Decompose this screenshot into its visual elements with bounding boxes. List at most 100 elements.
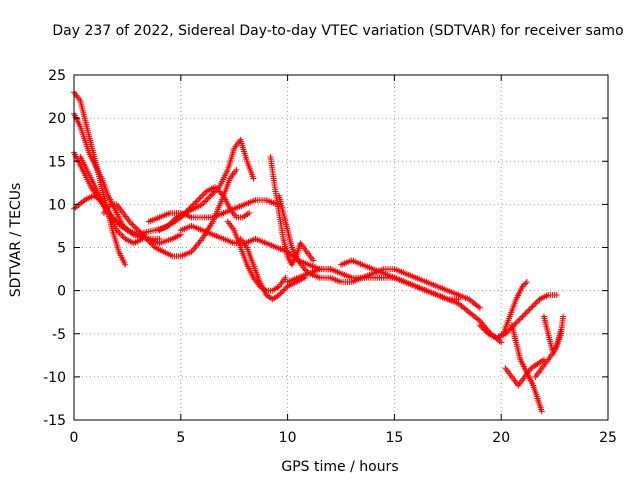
chart-title: Day 237 of 2022, Sidereal Day-to-day VTE… — [52, 23, 623, 39]
data-point — [164, 222, 171, 229]
data-point — [549, 348, 556, 354]
data-point — [213, 187, 220, 193]
data-point — [283, 284, 290, 291]
series-arc-17 — [338, 257, 462, 303]
data-point — [533, 299, 540, 306]
data-point — [194, 197, 201, 204]
data-point — [553, 291, 560, 298]
data-point — [512, 320, 519, 327]
data-point — [513, 319, 520, 326]
data-point — [519, 283, 526, 290]
data-point — [129, 221, 136, 228]
data-point — [310, 257, 317, 264]
x-tick-label: 5 — [176, 430, 185, 446]
x-tick-label: 20 — [492, 430, 510, 446]
axis-ticks: 0 5 10 15 20 25 -15 -10 -5 0 5 10 15 20 25 — [43, 68, 617, 446]
data-point — [122, 261, 129, 268]
data-point — [193, 198, 200, 205]
data-point — [282, 274, 289, 281]
data-point — [117, 231, 124, 238]
y-tick-label: -15 — [43, 413, 66, 429]
data-point — [525, 307, 532, 314]
y-tick-label: -5 — [52, 327, 66, 343]
data-point — [518, 314, 525, 321]
data-point — [281, 286, 288, 293]
data-point — [112, 217, 119, 224]
data-point — [143, 235, 150, 242]
y-axis-label: SDTVAR / TECUs — [8, 183, 24, 298]
data-point — [538, 408, 545, 415]
data-point — [455, 296, 462, 303]
data-point — [478, 323, 485, 330]
data-point — [206, 194, 213, 201]
data-point — [196, 195, 203, 202]
x-tick-label: 15 — [385, 430, 403, 446]
data-point — [558, 326, 565, 333]
data-point — [476, 304, 483, 311]
data-point — [115, 220, 122, 227]
data-point — [280, 287, 287, 294]
y-tick-label: -10 — [43, 370, 66, 386]
data-point — [133, 225, 140, 232]
x-tick-label: 25 — [599, 430, 617, 446]
data-point — [127, 220, 134, 227]
data-point — [528, 304, 535, 311]
data-point — [170, 217, 177, 224]
data-point — [150, 243, 157, 250]
data-point — [278, 289, 285, 296]
data-point — [217, 189, 224, 196]
x-tick-label: 10 — [279, 430, 297, 446]
data-point — [120, 234, 127, 241]
data-point — [166, 221, 173, 228]
data-point — [199, 201, 206, 208]
data-point — [203, 197, 210, 204]
grid — [74, 75, 608, 420]
data-point — [109, 214, 116, 221]
data-point — [207, 192, 214, 199]
data-point — [529, 303, 536, 310]
data-point — [246, 210, 253, 216]
data-point — [197, 194, 204, 201]
series-arc-20 — [508, 322, 545, 415]
data-point — [199, 192, 206, 199]
data-point — [209, 191, 216, 198]
data-point — [516, 316, 523, 323]
data-point — [552, 345, 559, 352]
data-point — [522, 280, 529, 287]
data-point — [522, 310, 529, 317]
data-point — [172, 215, 179, 222]
data-point — [132, 224, 139, 231]
data-point — [481, 326, 488, 333]
data-point — [535, 297, 542, 304]
series-arc-21 — [502, 356, 547, 389]
series-arc-4 — [71, 192, 146, 247]
data-point — [483, 329, 490, 336]
data-point — [523, 309, 530, 316]
data-point — [214, 185, 221, 192]
data-point — [200, 199, 207, 206]
data-point — [113, 218, 120, 225]
data-point — [233, 166, 240, 173]
data-point — [146, 238, 153, 245]
data-point — [515, 317, 522, 324]
data-point — [301, 266, 308, 273]
data-point — [520, 281, 527, 288]
series-arc-23 — [540, 313, 565, 354]
data-point — [482, 327, 489, 334]
data-point — [523, 279, 530, 285]
series-arc-19 — [487, 279, 530, 342]
x-tick-label: 0 — [70, 430, 79, 446]
data-point — [147, 240, 154, 247]
data-point — [210, 189, 217, 196]
data-point — [115, 228, 122, 235]
series-arc-16 — [305, 266, 483, 311]
data-point — [116, 230, 123, 237]
data-point — [520, 312, 527, 319]
data-point — [303, 267, 310, 274]
series-arc-8 — [156, 136, 257, 234]
data-point — [149, 241, 156, 248]
data-point — [113, 227, 120, 234]
series-arc-6 — [100, 166, 240, 260]
data-point — [560, 313, 567, 320]
data-point — [550, 346, 557, 353]
